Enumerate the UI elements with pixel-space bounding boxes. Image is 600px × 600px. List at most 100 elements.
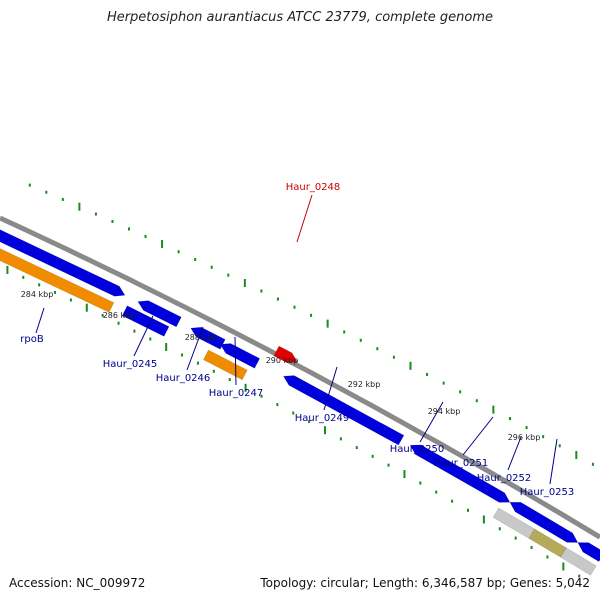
gene-feature[interactable]: [560, 547, 597, 576]
gene-haur-0247[interactable]: [219, 343, 261, 369]
tick-mark: [435, 490, 438, 494]
leader-line: [186, 326, 204, 371]
tick-mark: [117, 321, 120, 325]
gene-label[interactable]: rpoB: [20, 334, 44, 345]
gene-label[interactable]: Haur_0245: [103, 359, 158, 370]
tick-mark: [466, 508, 469, 512]
tick-mark: [69, 298, 72, 302]
tick-mark: [308, 420, 311, 424]
tick-mark: [575, 451, 578, 460]
tick-mark: [149, 337, 152, 341]
tick-mark: [38, 283, 41, 287]
scale-tick-labels: 284 kbp 286 kbp 288 kbp 290 kbp 292 kbp 294 k…: [21, 290, 541, 442]
gene-haur-0249[interactable]: [282, 375, 405, 446]
tick-mark: [181, 353, 184, 357]
tick-mark: [498, 527, 501, 531]
tick-mark: [61, 197, 64, 201]
tick-mark: [492, 405, 495, 414]
gene-label[interactable]: Haur_0250: [390, 444, 445, 455]
tick-mark: [371, 454, 374, 458]
gene-label[interactable]: Haur_0247: [209, 388, 264, 399]
tick-mark: [293, 305, 296, 309]
tick-mark: [161, 240, 164, 249]
tick-mark: [144, 234, 147, 238]
tick-mark: [326, 319, 329, 328]
leader-line: [35, 307, 45, 334]
tick-mark: [591, 462, 594, 466]
tick-mark: [530, 546, 533, 550]
gene-label[interactable]: Haur_0251: [434, 458, 489, 469]
tick-mark: [310, 313, 313, 317]
tick-mark: [324, 426, 327, 435]
gene-feature[interactable]: [121, 305, 170, 337]
gene-haur-0251[interactable]: [484, 484, 511, 503]
tick-mark: [196, 361, 199, 365]
tick-mark: [22, 275, 25, 279]
gene-label[interactable]: Haur_0253: [520, 487, 575, 498]
tick-mark: [355, 446, 358, 450]
scale-tick-label: 290 kbp: [266, 356, 299, 365]
tick-mark: [542, 435, 545, 439]
scale-tick-label: 286 kbp: [103, 311, 136, 320]
gene-track: [0, 225, 600, 576]
inner-tick-marks: [6, 265, 581, 578]
tick-mark: [194, 257, 197, 261]
tick-mark: [482, 515, 485, 524]
tick-mark: [451, 499, 454, 503]
gene-label[interactable]: Haur_0252: [477, 473, 532, 484]
tick-mark: [94, 212, 97, 216]
tick-mark: [514, 536, 517, 540]
tick-mark: [165, 342, 168, 351]
tick-mark: [127, 227, 130, 231]
gene-haur-0253[interactable]: [545, 520, 579, 543]
tick-mark: [228, 378, 231, 382]
tick-mark: [376, 347, 379, 351]
leader-line: [419, 401, 444, 443]
tick-mark: [558, 444, 561, 448]
tick-mark: [111, 219, 114, 223]
tick-mark: [243, 279, 246, 288]
gene-rpoB[interactable]: [0, 225, 126, 297]
label-leader-lines: [35, 194, 558, 485]
gene-haur-0248[interactable]: [273, 345, 298, 363]
topology-text: Topology: circular; Length: 6,346,587 bp…: [260, 576, 590, 590]
scale-tick-label: 292 kbp: [348, 380, 381, 389]
tick-mark: [546, 555, 549, 559]
leader-line: [133, 315, 154, 357]
genome-backbone: [0, 215, 600, 540]
tick-mark: [459, 390, 462, 394]
tick-mark: [387, 463, 390, 467]
tick-mark: [403, 470, 406, 479]
tick-mark: [227, 273, 230, 277]
tick-mark: [260, 394, 263, 398]
backbone-line: [0, 215, 600, 540]
scale-tick-label: 284 kbp: [21, 290, 54, 299]
gene-feature[interactable]: [202, 349, 248, 381]
tick-mark: [276, 297, 279, 301]
tick-mark: [343, 330, 346, 334]
tick-mark: [85, 303, 88, 312]
tick-mark: [260, 289, 263, 293]
gene-label[interactable]: Haur_0249: [295, 413, 350, 424]
gene-haur-0245[interactable]: [137, 300, 182, 328]
tick-mark: [177, 250, 180, 254]
gene-label[interactable]: Haur_0246: [156, 373, 211, 384]
leader-line: [323, 366, 338, 411]
tick-mark: [359, 338, 362, 342]
gene-label[interactable]: Haur_0248: [286, 182, 341, 193]
tick-mark: [78, 202, 81, 211]
scale-tick-label: 296 kbp: [508, 433, 541, 442]
tick-mark: [426, 372, 429, 376]
tick-mark: [339, 437, 342, 441]
tick-mark: [276, 403, 279, 407]
tick-mark: [508, 417, 511, 421]
leader-line: [549, 438, 558, 485]
tick-mark: [54, 290, 57, 294]
tick-mark: [6, 265, 9, 274]
tick-mark: [525, 426, 528, 430]
tick-mark: [45, 190, 48, 194]
gene-feature[interactable]: [577, 542, 600, 563]
gene-rpoC[interactable]: [0, 241, 115, 313]
outer-tick-marks: [28, 183, 594, 466]
